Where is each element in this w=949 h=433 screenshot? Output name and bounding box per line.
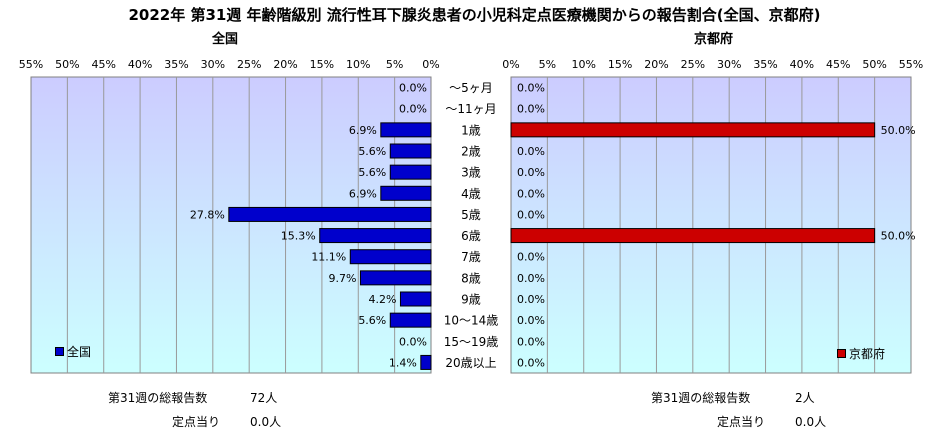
kyoto-data-label: 0.0% <box>517 356 545 369</box>
national-data-label: 5.6% <box>358 166 386 179</box>
category-label: 2歳 <box>461 145 481 159</box>
national-bar <box>389 143 432 159</box>
kyoto-x-tick-label: 5% <box>539 58 556 71</box>
national-data-label: 27.8% <box>190 208 225 221</box>
national-bar <box>228 206 432 222</box>
national-data-label: 6.9% <box>349 187 377 200</box>
national-x-tick-label: 5% <box>386 58 403 71</box>
kyoto-data-label: 0.0% <box>517 208 545 221</box>
national-total-value: 72人 <box>250 391 278 405</box>
kyoto-data-label: 0.0% <box>517 314 545 327</box>
national-data-label: 1.4% <box>389 356 417 369</box>
kyoto-x-tick-label: 15% <box>608 58 632 71</box>
national-data-label: 9.7% <box>329 272 357 285</box>
national-data-label: 0.0% <box>399 335 427 348</box>
kyoto-x-tick-label: 20% <box>644 58 668 71</box>
kyoto-x-tick-label: 30% <box>717 58 741 71</box>
national-x-tick-label: 45% <box>92 58 116 71</box>
national-x-tick-label: 55% <box>19 58 43 71</box>
national-bar <box>349 249 432 265</box>
national-subtitle: 全国 <box>212 32 239 47</box>
kyoto-x-tick-label: 25% <box>681 58 705 71</box>
national-x-tick-label: 20% <box>273 58 297 71</box>
national-data-label: 0.0% <box>399 103 427 116</box>
national-legend-swatch <box>55 347 64 356</box>
national-bar <box>380 185 432 201</box>
national-x-tick-label: 30% <box>201 58 225 71</box>
national-legend-label: 全国 <box>67 345 92 359</box>
national-data-label: 6.9% <box>349 124 377 137</box>
national-data-label: 5.6% <box>358 314 386 327</box>
kyoto-total-label: 第31週の総報告数 <box>651 391 751 405</box>
category-label: 3歳 <box>461 166 481 180</box>
kyoto-legend-label: 京都府 <box>849 347 886 361</box>
category-label: 〜11ヶ月 <box>445 102 496 116</box>
national-data-label: 4.2% <box>369 293 397 306</box>
national-bar <box>359 270 432 286</box>
national-x-tick-label: 35% <box>164 58 188 71</box>
kyoto-x-tick-label: 50% <box>862 58 886 71</box>
kyoto-x-tick-label: 45% <box>826 58 850 71</box>
national-x-tick-label: 50% <box>55 58 79 71</box>
kyoto-data-label: 0.0% <box>517 166 545 179</box>
category-label: 15〜19歳 <box>444 335 499 349</box>
category-label: 20歳以上 <box>445 356 496 370</box>
national-x-tick-label: 10% <box>346 58 370 71</box>
national-plot-area <box>30 76 432 374</box>
national-data-label: 11.1% <box>311 251 346 264</box>
kyoto-x-tick-label: 40% <box>790 58 814 71</box>
kyoto-x-tick-label: 35% <box>753 58 777 71</box>
national-data-label: 0.0% <box>399 82 427 95</box>
national-bar <box>380 122 432 138</box>
category-label: 6歳 <box>461 229 481 243</box>
kyoto-bar <box>510 122 876 138</box>
kyoto-data-label: 0.0% <box>517 145 545 158</box>
national-total-label: 第31週の総報告数 <box>108 391 208 405</box>
kyoto-data-label: 50.0% <box>881 124 916 137</box>
kyoto-per-value: 0.0人 <box>795 415 827 429</box>
category-label: 7歳 <box>461 250 481 264</box>
national-per-label: 定点当り <box>172 415 221 429</box>
category-label: 9歳 <box>461 293 481 307</box>
kyoto-data-label: 0.0% <box>517 272 545 285</box>
national-per-value: 0.0人 <box>250 415 282 429</box>
national-x-tick-label: 0% <box>422 58 439 71</box>
kyoto-data-label: 0.0% <box>517 251 545 264</box>
kyoto-x-tick-label: 10% <box>572 58 596 71</box>
chart-title: 2022年 第31週 年齢階級別 流行性耳下腺炎患者の小児科定点医療機関からの報… <box>128 6 821 24</box>
national-data-label: 5.6% <box>358 145 386 158</box>
category-label: 〜5ヶ月 <box>449 81 493 95</box>
kyoto-data-label: 50.0% <box>881 230 916 243</box>
national-bar <box>389 164 432 180</box>
category-label: 8歳 <box>461 271 481 285</box>
national-x-tick-label: 25% <box>237 58 261 71</box>
kyoto-data-label: 0.0% <box>517 293 545 306</box>
national-bar <box>399 291 432 307</box>
kyoto-data-label: 0.0% <box>517 103 545 116</box>
national-bar <box>319 228 432 244</box>
category-label: 5歳 <box>461 208 481 222</box>
national-data-label: 15.3% <box>281 230 316 243</box>
kyoto-bar <box>510 228 876 244</box>
kyoto-x-tick-label: 0% <box>502 58 519 71</box>
category-label: 1歳 <box>461 123 481 137</box>
national-x-tick-label: 15% <box>310 58 334 71</box>
kyoto-legend: 京都府 <box>837 345 885 362</box>
kyoto-plot-area <box>510 76 912 374</box>
kyoto-per-label: 定点当り <box>717 415 766 429</box>
category-label: 10〜14歳 <box>444 314 499 328</box>
national-legend: 全国 <box>55 343 91 360</box>
kyoto-data-label: 0.0% <box>517 187 545 200</box>
category-label: 4歳 <box>461 187 481 201</box>
national-bar <box>389 312 432 328</box>
kyoto-total-value: 2人 <box>795 391 815 405</box>
kyoto-data-label: 0.0% <box>517 335 545 348</box>
national-bar <box>420 354 432 370</box>
national-x-tick-label: 40% <box>128 58 152 71</box>
kyoto-subtitle: 京都府 <box>694 32 734 47</box>
kyoto-data-label: 0.0% <box>517 82 545 95</box>
kyoto-legend-swatch <box>837 349 846 358</box>
kyoto-x-tick-label: 55% <box>899 58 923 71</box>
